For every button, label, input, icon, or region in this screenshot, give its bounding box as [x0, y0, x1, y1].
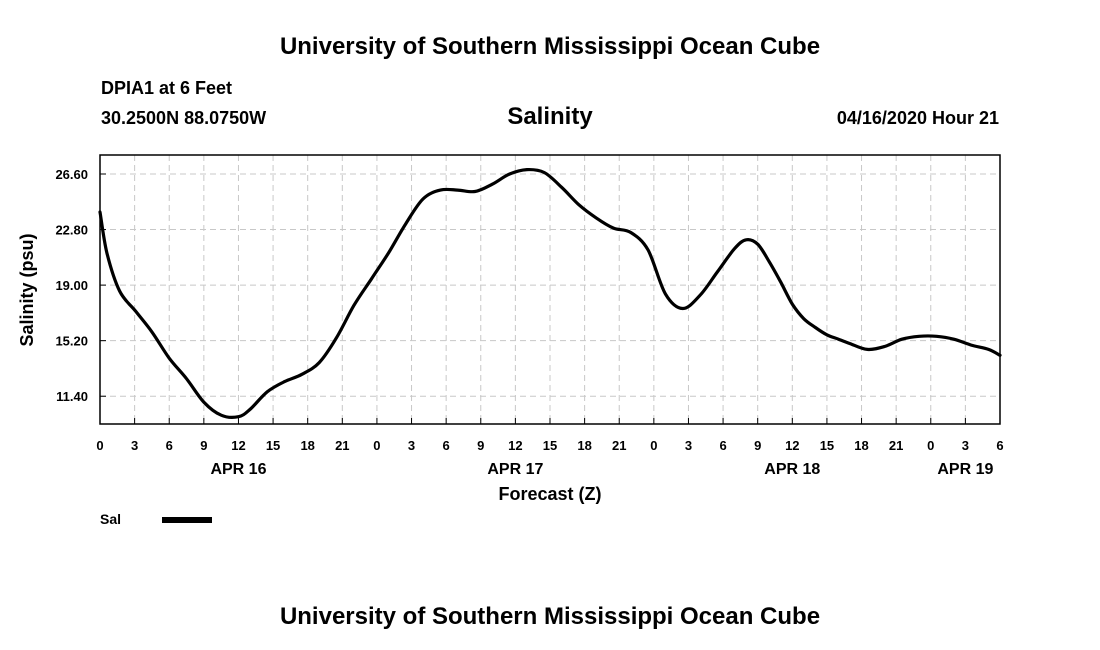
x-tick-label: 21 — [335, 438, 349, 453]
day-label: APR 18 — [764, 461, 820, 478]
x-tick-label: 9 — [477, 438, 484, 453]
x-tick-label: 3 — [685, 438, 692, 453]
axis-ticks: 0 3 6 9 12 15 18 21 0 3 6 9 12 15 18 21 0 3 6 9 12 15 18 21 0 3 6 2… — [55, 167, 1003, 478]
x-tick-label: 21 — [612, 438, 626, 453]
series-layer — [98, 167, 1002, 419]
y-axis-label: Salinity (psu) — [17, 233, 37, 346]
header-title: University of Southern Mississippi Ocean… — [280, 33, 820, 60]
x-tick-label: 18 — [577, 438, 591, 453]
x-tick-label: 0 — [650, 438, 657, 453]
forecast-datetime: 04/16/2020 Hour 21 — [837, 108, 999, 128]
x-tick-label: 6 — [719, 438, 726, 453]
x-tick-label: 3 — [408, 438, 415, 453]
x-tick-label: 18 — [854, 438, 868, 453]
day-label: APR 19 — [937, 461, 993, 478]
y-tick-label: 19.00 — [55, 278, 88, 293]
x-tick-label: 15 — [543, 438, 557, 453]
x-tick-label: 0 — [96, 438, 103, 453]
y-tick-label: 26.60 — [55, 167, 88, 182]
x-axis-label: Forecast (Z) — [498, 484, 601, 504]
x-tick-label: 9 — [754, 438, 761, 453]
y-tick-label: 11.40 — [56, 389, 88, 404]
x-tick-label: 3 — [962, 438, 969, 453]
x-tick-label: 12 — [508, 438, 522, 453]
x-tick-label: 6 — [443, 438, 450, 453]
legend: Sal — [100, 511, 212, 527]
salinity-line — [98, 167, 1002, 419]
y-tick-label: 15.20 — [55, 334, 88, 349]
x-tick-label: 6 — [166, 438, 173, 453]
station-name: DPIA1 at 6 Feet — [101, 78, 232, 98]
x-tick-label: 6 — [996, 438, 1003, 453]
x-tick-label: 15 — [266, 438, 280, 453]
x-tick-label: 0 — [373, 438, 380, 453]
station-coords: 30.2500N 88.0750W — [101, 108, 266, 128]
x-tick-label: 12 — [231, 438, 245, 453]
x-tick-label: 12 — [785, 438, 799, 453]
plot-frame — [99, 154, 1001, 425]
x-tick-label: 21 — [889, 438, 903, 453]
x-tick-label: 0 — [927, 438, 934, 453]
grid-lines — [100, 155, 1000, 424]
chart-title: Salinity — [507, 103, 593, 130]
day-label: APR 17 — [487, 461, 543, 478]
y-tick-label: 22.80 — [55, 223, 88, 238]
x-tick-label: 15 — [820, 438, 834, 453]
x-tick-label: 18 — [300, 438, 314, 453]
x-tick-label: 9 — [200, 438, 207, 453]
footer-title: University of Southern Mississippi Ocean… — [280, 603, 820, 630]
legend-label: Sal — [100, 511, 121, 527]
day-label: APR 16 — [210, 461, 266, 478]
x-tick-label: 3 — [131, 438, 138, 453]
